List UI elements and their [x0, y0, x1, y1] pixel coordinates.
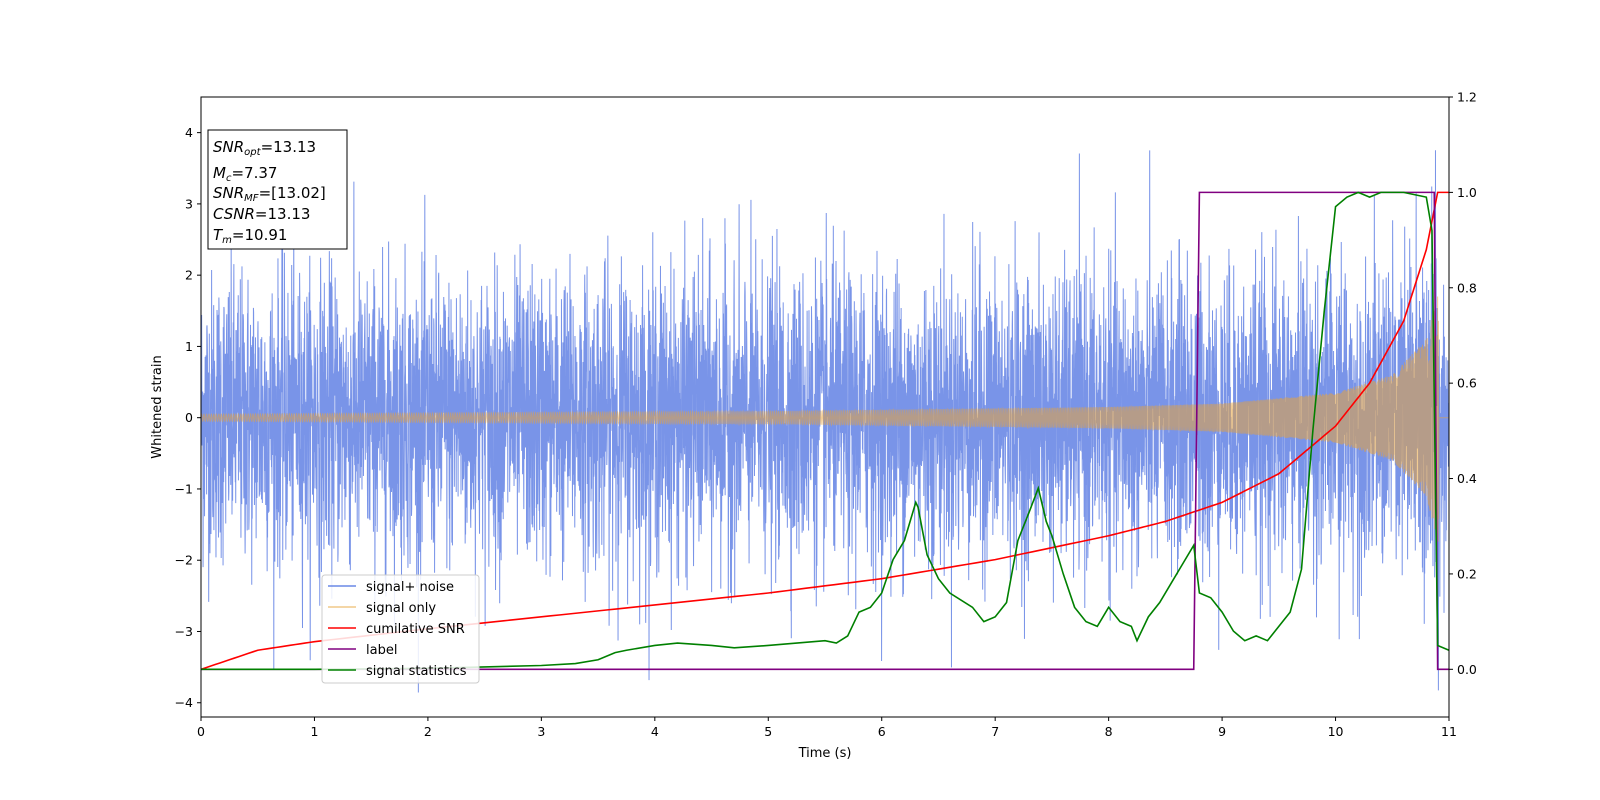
y2-tick-label: 1.2 [1457, 90, 1477, 105]
signal-only-series [201, 296, 1449, 542]
plot-frame [200, 96, 1450, 718]
x-tick-label: 6 [878, 724, 886, 739]
y-tick-label: −2 [175, 553, 193, 568]
y-tick-label: 1 [185, 339, 193, 354]
y2-tick-label: 0.6 [1457, 376, 1477, 391]
info-snr-opt: SNRopt=13.13 [213, 138, 316, 158]
y2-tick-label: 0.4 [1457, 471, 1477, 486]
y-tick-label: −3 [175, 624, 193, 639]
x-tick-label: 2 [424, 724, 432, 739]
x-tick-label: 7 [991, 724, 999, 739]
y-axis-left: −4 −3 −2 −1 0 1 2 3 4 [175, 125, 201, 710]
y-axis-right: 0.0 0.2 0.4 0.6 0.8 1.0 1.2 [1449, 90, 1477, 677]
legend-label-signal-statistics: signal statistics [366, 664, 467, 679]
signal-noise-line [201, 150, 1449, 693]
x-tick-label: 8 [1105, 724, 1113, 739]
legend-label-signal-only: signal only [366, 601, 436, 616]
y-tick-label: 3 [185, 196, 193, 211]
x-tick-label: 1 [310, 724, 318, 739]
x-axis-label: Time (s) [798, 746, 852, 761]
signal-statistics-line [201, 191, 1449, 671]
y-tick-label: 2 [185, 268, 193, 283]
y-tick-label: −4 [175, 695, 193, 710]
info-snr-mf: SNRMF=[13.02] [213, 184, 326, 204]
info-box: SNRopt=13.13 Mc=7.37 SNRMF=[13.02] CSNR=… [207, 129, 348, 250]
x-axis: 0 1 2 3 4 5 6 7 8 9 10 11 [197, 717, 1457, 739]
x-tick-label: 4 [651, 724, 659, 739]
signal-only-line [201, 296, 1449, 542]
y-axis-label: Whitened strain [150, 355, 165, 458]
legend-label-label: label [366, 643, 397, 658]
y2-tick-label: 0.8 [1457, 280, 1477, 295]
y2-tick-label: 0.0 [1457, 662, 1477, 677]
y-tick-label: 4 [185, 125, 193, 140]
info-csnr: CSNR=13.13 [213, 205, 310, 223]
info-tm: Tm=10.91 [213, 226, 287, 246]
x-tick-label: 0 [197, 724, 205, 739]
x-tick-label: 3 [537, 724, 545, 739]
x-tick-label: 9 [1218, 724, 1226, 739]
y2-tick-label: 1.0 [1457, 185, 1477, 200]
info-mc: Mc=7.37 [213, 164, 277, 184]
y-tick-label: 0 [185, 410, 193, 425]
legend-label-signal-noise: signal+ noise [366, 580, 454, 595]
x-tick-label: 10 [1328, 724, 1344, 739]
legend-label-cumulative-snr: cumilative SNR [366, 622, 465, 637]
label-line [201, 191, 1449, 671]
x-tick-label: 11 [1441, 724, 1457, 739]
y2-tick-label: 0.2 [1457, 566, 1477, 581]
legend: signal+ noise signal only cumilative SNR… [321, 574, 480, 684]
y-tick-label: −1 [175, 481, 193, 496]
x-tick-label: 5 [764, 724, 772, 739]
signal-noise-series [201, 150, 1449, 693]
